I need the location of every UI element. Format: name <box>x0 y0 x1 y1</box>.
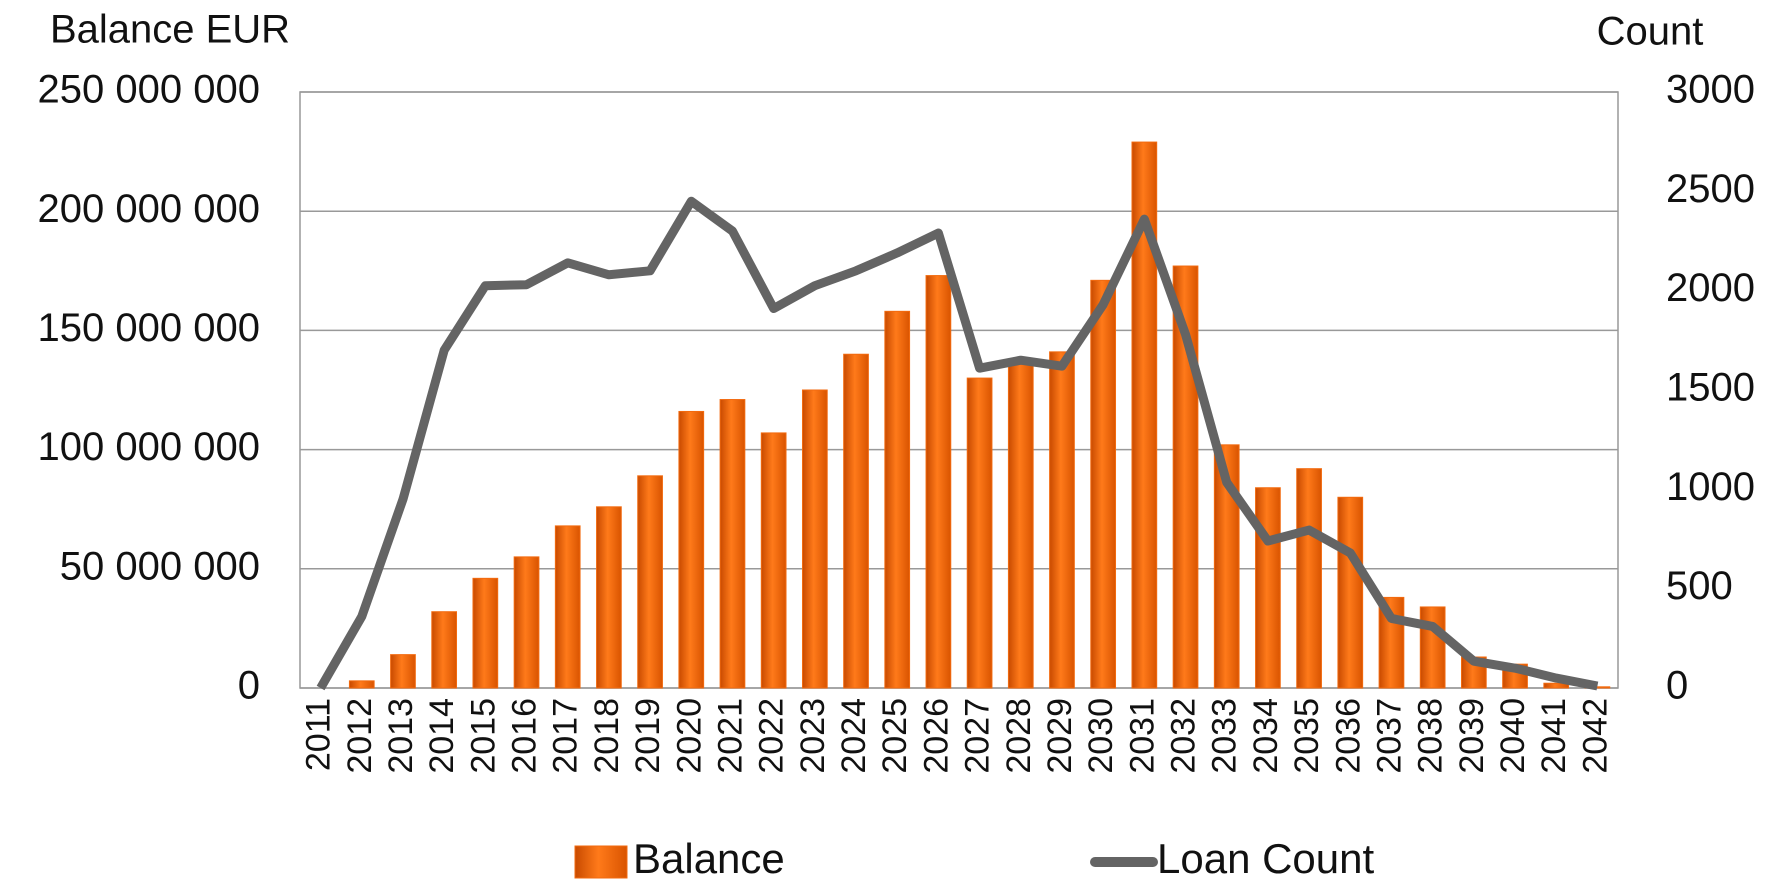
bar <box>513 556 540 689</box>
y2-axis-label: Count <box>1597 10 1704 54</box>
bar <box>554 525 581 689</box>
bar <box>966 377 993 689</box>
x-tick-label: 2029 <box>1041 698 1079 774</box>
y2-tick-label: 500 <box>1666 564 1733 608</box>
bar <box>925 275 952 689</box>
x-tick-label: 2034 <box>1247 698 1285 774</box>
legend-swatch <box>574 845 628 879</box>
x-tick-label: 2035 <box>1288 698 1326 774</box>
bar <box>1049 351 1075 689</box>
x-tick-label: 2018 <box>588 698 626 774</box>
y2-tick-label: 3000 <box>1666 68 1755 112</box>
x-tick-label: 2032 <box>1165 698 1203 774</box>
line <box>316 196 1599 691</box>
y-axis-label: Balance EUR <box>50 8 290 52</box>
y2-tick-label: 1500 <box>1666 366 1755 410</box>
x-tick-label: 2021 <box>711 698 749 774</box>
x-tick-label: 2019 <box>629 698 667 774</box>
bar <box>1090 279 1117 689</box>
bar <box>472 577 499 689</box>
y2-tick-label: 2500 <box>1666 167 1755 211</box>
bar <box>678 410 705 689</box>
x-tick-label: 2017 <box>547 698 585 774</box>
y2-tick-label: 1000 <box>1666 465 1755 509</box>
bar <box>719 399 746 689</box>
bar <box>348 680 375 689</box>
x-tick-label: 2025 <box>876 698 914 774</box>
x-tick-label: 2040 <box>1494 698 1532 774</box>
x-tick-label: 2042 <box>1576 698 1614 774</box>
y-tick-label: 250 000 000 <box>38 68 260 112</box>
x-tick-label: 2026 <box>917 698 955 774</box>
bar <box>760 432 787 689</box>
y-tick-label: 150 000 000 <box>38 306 260 350</box>
x-tick-label: 2038 <box>1412 698 1450 774</box>
x-tick-label: 2022 <box>753 698 791 774</box>
x-tick-label: 2028 <box>1000 698 1038 774</box>
bar <box>843 353 869 689</box>
x-tick-label: 2016 <box>506 698 544 774</box>
x-tick-label: 2030 <box>1082 698 1120 774</box>
legend-label: Balance <box>633 835 785 882</box>
bar <box>1337 496 1364 689</box>
bar <box>1007 360 1034 689</box>
bar <box>1296 468 1322 689</box>
x-tick-label: 2031 <box>1123 698 1161 774</box>
x-tick-label: 2014 <box>423 698 461 774</box>
x-tick-label: 2023 <box>794 698 832 774</box>
x-tick-label: 2012 <box>341 698 379 774</box>
x-tick-label: 2011 <box>300 698 338 771</box>
y-tick-label: 0 <box>238 664 260 708</box>
legend-label: Loan Count <box>1157 835 1375 882</box>
x-tick-label: 2024 <box>835 698 873 774</box>
x-tick-label: 2027 <box>959 698 997 774</box>
bar <box>431 611 458 689</box>
y-tick-label: 50 000 000 <box>60 544 260 588</box>
x-tick-label: 2020 <box>670 698 708 774</box>
bar <box>1255 487 1281 689</box>
bar <box>637 475 663 689</box>
bar <box>1419 606 1446 689</box>
x-tick-label: 2039 <box>1453 698 1491 774</box>
bar <box>390 654 416 689</box>
y2-tick-label: 2000 <box>1666 266 1755 310</box>
x-tick-label: 2037 <box>1370 698 1408 774</box>
y-tick-label: 200 000 000 <box>38 187 260 231</box>
y2-tick-label: 0 <box>1666 664 1688 708</box>
x-tick-label: 2013 <box>382 698 420 774</box>
bar <box>884 310 911 689</box>
x-tick-label: 2033 <box>1206 698 1244 774</box>
bar <box>801 389 828 689</box>
bar <box>596 506 622 689</box>
bar <box>1213 444 1240 689</box>
bar <box>1543 682 1570 689</box>
y-tick-label: 100 000 000 <box>38 425 260 469</box>
x-tick-label: 2041 <box>1535 698 1573 774</box>
x-tick-label: 2015 <box>464 698 502 774</box>
x-tick-label: 2036 <box>1329 698 1367 774</box>
